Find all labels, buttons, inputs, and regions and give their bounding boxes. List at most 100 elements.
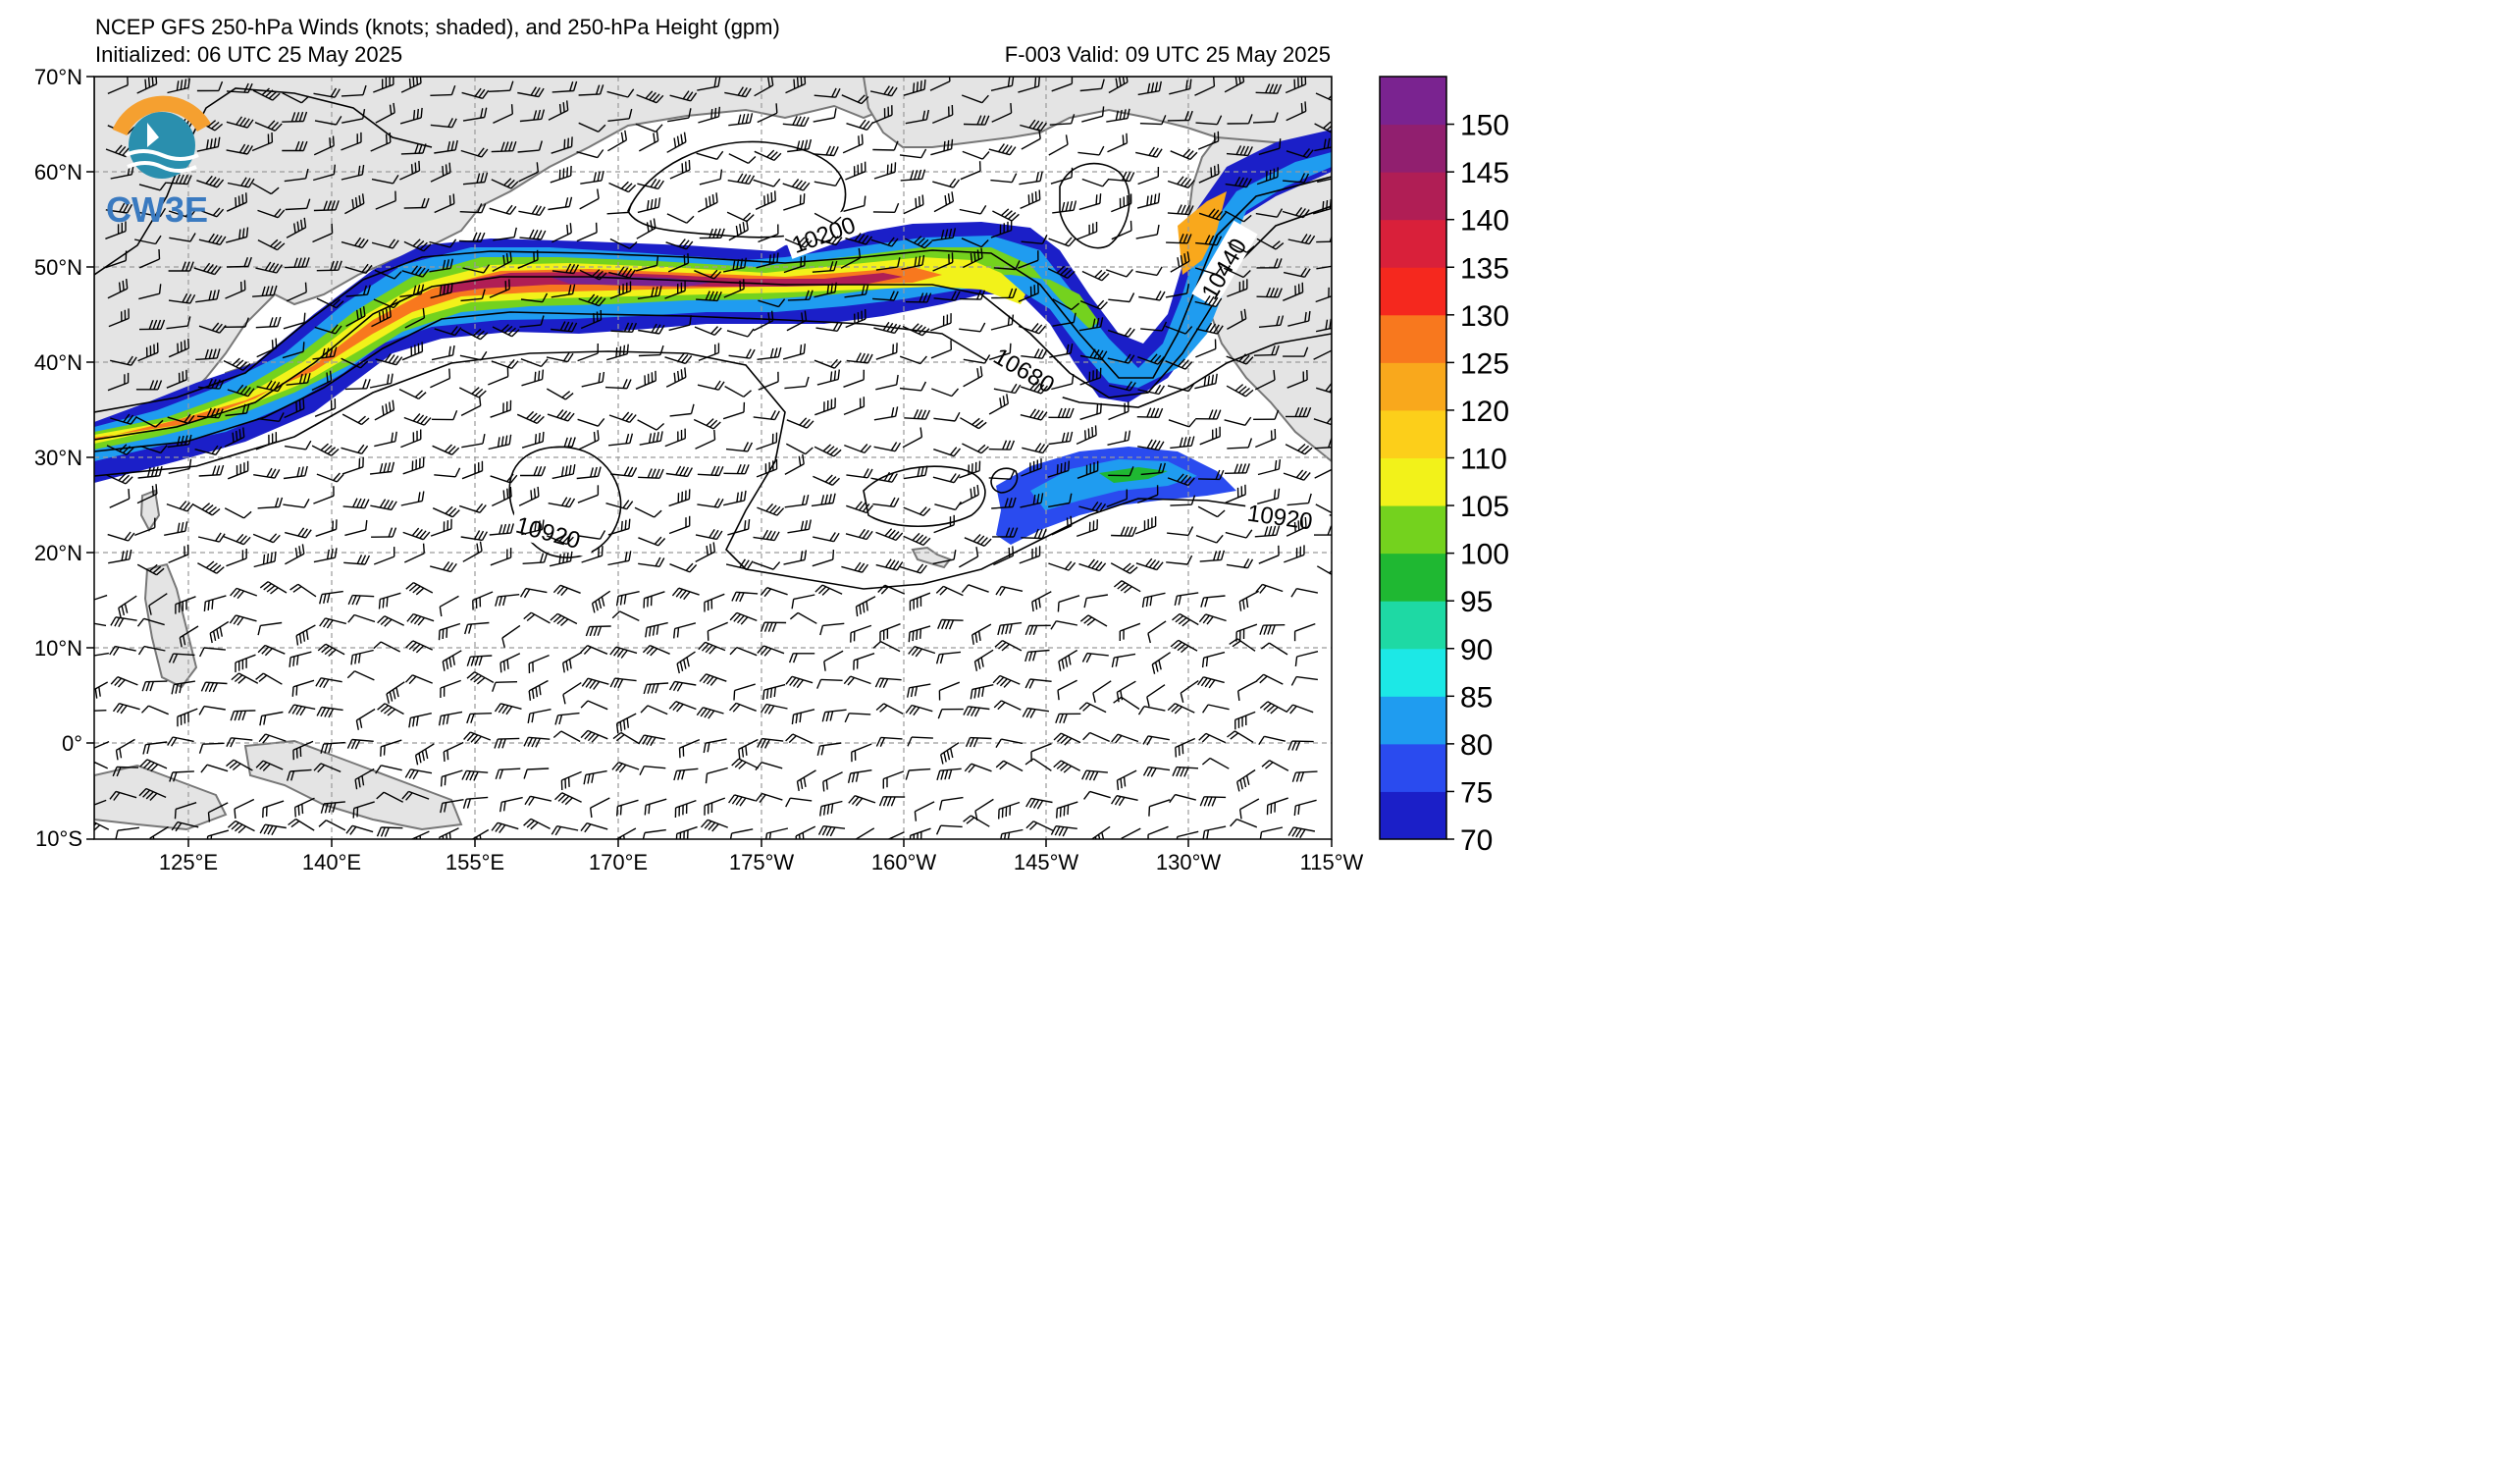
- wind-barb: [1141, 592, 1166, 609]
- wind-barb: [1050, 620, 1078, 630]
- wind-barb: [1078, 317, 1104, 332]
- wind-barb: [753, 561, 781, 570]
- wind-barb: [1167, 110, 1193, 122]
- wind-barb: [313, 486, 335, 504]
- wind-barb: [606, 344, 629, 361]
- wind-barb: [638, 323, 665, 335]
- wind-barb: [491, 821, 519, 834]
- wind-barb: [722, 257, 747, 273]
- colorbar-label: 100: [1460, 539, 1509, 571]
- wind-barb: [1079, 348, 1108, 361]
- wind-barb: [1285, 77, 1307, 94]
- wind-barb: [1167, 526, 1194, 537]
- wind-barb: [1165, 325, 1193, 335]
- wind-barb: [1076, 221, 1098, 240]
- new-guinea-land: [243, 739, 463, 831]
- wind-barb: [108, 549, 132, 564]
- wind-barb: [551, 284, 576, 298]
- wind-barb: [704, 593, 725, 612]
- wind-barb: [251, 132, 274, 152]
- wind-barb: [988, 343, 1012, 360]
- wind-barb: [227, 177, 255, 188]
- colorbar-swatch: [1380, 505, 1446, 555]
- wind-barb: [668, 315, 692, 332]
- wind-barb: [1255, 583, 1284, 594]
- wind-barb: [610, 466, 638, 477]
- wind-barb: [488, 434, 512, 450]
- wind-barb: [318, 820, 346, 831]
- wind-barb: [94, 740, 110, 749]
- wind-barb: [814, 234, 843, 246]
- wind-barb: [523, 611, 551, 624]
- wind-barb: [637, 178, 664, 190]
- wind-barb: [609, 646, 638, 659]
- wind-barb: [1226, 384, 1254, 397]
- wind-barb: [198, 742, 225, 754]
- wind-barb: [1110, 562, 1138, 574]
- wind-barb: [758, 298, 786, 308]
- wind-barb: [664, 281, 686, 299]
- wind-barb: [1286, 493, 1312, 506]
- wind-barb: [257, 208, 286, 219]
- wind-barb: [874, 677, 902, 689]
- wind-barb: [667, 253, 690, 273]
- wind-barb: [1167, 473, 1195, 487]
- wind-barb: [375, 102, 395, 124]
- wind-barb: [168, 653, 195, 663]
- wind-barb: [1260, 642, 1288, 656]
- wind-barb: [319, 617, 346, 629]
- wind-barb: [521, 519, 545, 536]
- wind-barb: [546, 388, 574, 400]
- wind-barb: [814, 358, 842, 369]
- wind-barb: [1176, 830, 1199, 839]
- wind-barb: [292, 740, 314, 761]
- wind-barb: [373, 298, 401, 309]
- wind-barb: [1287, 310, 1311, 327]
- lat-label: 10°N: [34, 636, 82, 661]
- colorbar-label: 80: [1460, 729, 1493, 762]
- wind-barb: [373, 77, 394, 93]
- contour-line: [94, 176, 1332, 413]
- wind-barb: [107, 531, 135, 542]
- wind-barb: [785, 797, 813, 808]
- wind-barb: [1111, 193, 1132, 213]
- wind-barb: [370, 461, 395, 475]
- wind-barb: [930, 138, 954, 156]
- wind-barb: [107, 279, 129, 299]
- wind-barb: [995, 585, 1024, 597]
- wind-barb: [288, 704, 316, 716]
- wind-barb: [226, 737, 253, 748]
- wind-barb: [1020, 493, 1044, 508]
- wind-barb: [901, 254, 925, 271]
- wind-barb: [761, 703, 788, 715]
- wind-barb: [402, 527, 431, 541]
- lat-label: 40°N: [34, 350, 82, 375]
- wind-barb: [665, 367, 687, 388]
- wind-barb: [580, 700, 608, 711]
- wind-barb: [1170, 436, 1195, 450]
- wind-barb: [256, 380, 285, 393]
- wind-barb: [963, 366, 983, 388]
- wind-barb: [226, 227, 249, 243]
- wind-barb: [1315, 318, 1332, 333]
- wind-barb: [196, 175, 225, 188]
- wind-barb: [1083, 790, 1111, 800]
- wind-barb: [760, 621, 787, 632]
- wind-barb: [110, 616, 137, 628]
- wind-barb: [401, 265, 430, 278]
- wind-barb: [491, 140, 517, 153]
- wind-barb: [373, 641, 401, 653]
- wind-barb: [694, 269, 722, 280]
- wind-barb: [637, 197, 661, 214]
- wind-barb: [822, 771, 843, 792]
- wind-barb: [517, 86, 545, 98]
- wind-barb: [1049, 114, 1076, 126]
- wind-barb: [638, 468, 664, 479]
- wind-barb: [1081, 769, 1108, 781]
- wind-barb: [697, 498, 724, 508]
- wind-barb: [442, 650, 462, 671]
- wind-barb: [933, 411, 961, 422]
- lon-label: 175°W: [729, 850, 795, 874]
- wind-barb: [762, 683, 786, 701]
- wind-barb: [724, 385, 752, 397]
